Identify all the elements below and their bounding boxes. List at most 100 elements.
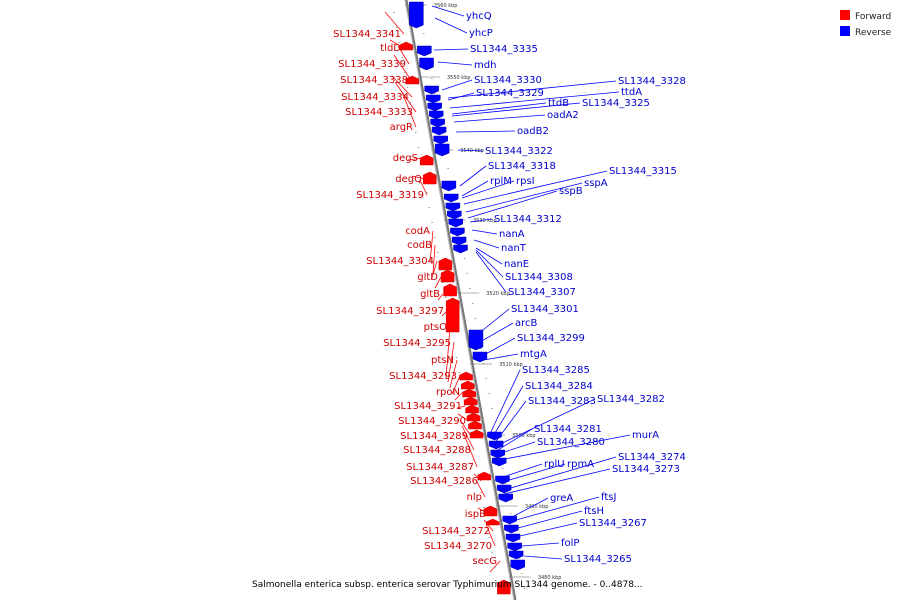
minor-mark	[401, 57, 403, 58]
reverse-gene-label[interactable]: murA	[632, 430, 659, 441]
forward-gene-label[interactable]: gltD	[417, 272, 438, 283]
forward-gene-label[interactable]: argR	[390, 122, 413, 133]
reverse-gene-label[interactable]: sspA	[584, 178, 608, 189]
forward-gene-label[interactable]: nlp	[467, 492, 482, 503]
minor-mark	[436, 252, 439, 253]
reverse-gene-label[interactable]: mdh	[474, 60, 496, 71]
reverse-gene-label[interactable]: SL1344_3308	[505, 272, 573, 283]
legend-swatch-forward	[840, 10, 850, 20]
reverse-gene-label[interactable]: SL1344_3301	[511, 304, 579, 315]
forward-gene-label[interactable]: SL1344_3297	[376, 306, 444, 317]
minor-mark	[474, 462, 477, 463]
forward-gene-label[interactable]: SL1344_3289	[400, 431, 468, 442]
forward-connector	[419, 179, 428, 196]
forward-gene-label[interactable]: SL1344_3338	[340, 75, 408, 86]
reverse-gene-label[interactable]: SL1344_3330	[474, 75, 542, 86]
forward-gene-label[interactable]: SL1344_3290	[398, 416, 466, 427]
forward-gene-label[interactable]: SL1344_3291	[394, 401, 462, 412]
forward-gene-label[interactable]: rpoN	[436, 387, 460, 398]
forward-connector	[401, 91, 417, 128]
forward-gene-label[interactable]: SL1344_3295	[383, 338, 451, 349]
reverse-gene-label[interactable]: SL1344_3285	[522, 365, 590, 376]
forward-gene-label[interactable]: SL1344_3272	[422, 526, 490, 537]
forward-gene-label[interactable]: secG	[472, 556, 497, 567]
reverse-gene-block	[496, 484, 512, 494]
reverse-gene-label[interactable]: nanE	[504, 259, 529, 270]
reverse-gene-label[interactable]: SL1344_3322	[485, 146, 553, 157]
reverse-gene-label[interactable]: SL1344_3273	[612, 464, 680, 475]
reverse-gene-label[interactable]: oadB2	[517, 126, 549, 137]
reverse-gene-label[interactable]: mtgA	[520, 349, 547, 360]
forward-gene-label[interactable]: SL1344_3293	[389, 371, 457, 382]
forward-connector	[391, 75, 413, 98]
reverse-gene-label[interactable]: SL1344_3274	[618, 452, 686, 463]
forward-gene-label[interactable]: ispB	[465, 509, 486, 520]
reverse-gene-label[interactable]: sspB	[559, 186, 583, 197]
reverse-gene-block	[445, 202, 461, 212]
reverse-gene-label[interactable]: nanT	[501, 243, 527, 254]
reverse-gene-label[interactable]: rplM	[490, 176, 512, 187]
reverse-gene-label[interactable]: SL1344_3267	[579, 518, 647, 529]
reverse-gene-label[interactable]: SL1344_3329	[476, 88, 544, 99]
reverse-gene-label[interactable]: SL1344_3280	[537, 437, 605, 448]
reverse-gene-label[interactable]: rplU	[544, 459, 565, 470]
forward-gene-label[interactable]: ptsO	[424, 322, 447, 333]
reverse-gene-label[interactable]: SL1344_3335	[470, 44, 538, 55]
reverse-gene-label[interactable]: SL1344_3265	[564, 554, 632, 565]
reverse-gene-label[interactable]: ftsH	[584, 506, 604, 517]
reverse-gene-label[interactable]: ttdB	[548, 98, 569, 109]
reverse-gene-label[interactable]: SL1344_3283	[528, 396, 596, 407]
reverse-gene-block	[505, 533, 521, 543]
reverse-connector	[523, 555, 563, 560]
forward-gene-label[interactable]: degS	[393, 153, 418, 164]
reverse-gene-label[interactable]: ftsJ	[601, 492, 616, 503]
reverse-gene-label[interactable]: rpmA	[567, 459, 594, 470]
forward-gene-label[interactable]: SL1344_3319	[356, 190, 424, 201]
reverse-gene-label[interactable]: rpsI	[516, 176, 535, 187]
reverse-gene-label[interactable]: SL1344_3299	[517, 333, 585, 344]
minor-mark	[422, 33, 425, 34]
reverse-gene-label[interactable]: SL1344_3282	[597, 394, 665, 405]
reverse-gene-block	[495, 475, 510, 485]
reverse-gene-label[interactable]: folP	[561, 538, 579, 549]
reverse-gene-label[interactable]: yhcQ	[466, 11, 492, 22]
reverse-gene-label[interactable]: SL1344_3315	[609, 166, 677, 177]
forward-gene-block	[443, 283, 457, 297]
reverse-connector	[521, 542, 560, 547]
reverse-connector	[473, 239, 500, 249]
forward-gene-label[interactable]: SL1344_3339	[338, 59, 406, 70]
forward-gene-label[interactable]: degQ	[395, 174, 422, 185]
forward-gene-label[interactable]: tldD	[380, 43, 401, 54]
forward-gene-label[interactable]: SL1344_3287	[406, 462, 474, 473]
forward-gene-label[interactable]: codA	[405, 226, 430, 237]
forward-gene-label[interactable]: ptsN	[431, 355, 454, 366]
reverse-gene-label[interactable]: nanA	[499, 229, 525, 240]
forward-gene-block	[466, 412, 481, 422]
forward-gene-block	[483, 505, 498, 517]
forward-gene-label[interactable]: SL1344_3341	[333, 29, 401, 40]
forward-gene-label[interactable]: SL1344_3334	[341, 92, 409, 103]
reverse-gene-label[interactable]: SL1344_3284	[525, 381, 593, 392]
reverse-gene-label[interactable]: ttdA	[621, 87, 642, 98]
reverse-gene-label[interactable]: SL1344_3307	[508, 287, 576, 298]
reverse-gene-label[interactable]: SL1344_3281	[534, 424, 602, 435]
forward-gene-label[interactable]: gltB	[420, 289, 440, 300]
reverse-gene-label[interactable]: yhcP	[469, 28, 493, 39]
reverse-gene-label[interactable]: SL1344_3328	[618, 76, 686, 87]
minor-mark	[404, 72, 406, 73]
reverse-gene-label[interactable]: SL1344_3312	[494, 214, 562, 225]
forward-gene-label[interactable]: SL1344_3304	[366, 256, 434, 267]
reverse-gene-label[interactable]: SL1344_3318	[488, 161, 556, 172]
reverse-gene-label[interactable]: arcB	[515, 318, 538, 329]
reverse-gene-label[interactable]: SL1344_3325	[582, 98, 650, 109]
forward-gene-label[interactable]: codB	[407, 240, 432, 251]
forward-gene-label[interactable]: SL1344_3333	[345, 107, 413, 118]
reverse-gene-label[interactable]: greA	[550, 493, 573, 504]
reverse-gene-block	[447, 210, 462, 220]
forward-gene-label[interactable]: SL1344_3288	[403, 445, 471, 456]
reverse-gene-label[interactable]: oadA2	[547, 110, 579, 121]
minor-mark	[409, 102, 412, 103]
reverse-gene-block	[507, 542, 522, 552]
forward-gene-label[interactable]: SL1344_3270	[424, 541, 492, 552]
forward-gene-label[interactable]: SL1344_3286	[410, 476, 478, 487]
